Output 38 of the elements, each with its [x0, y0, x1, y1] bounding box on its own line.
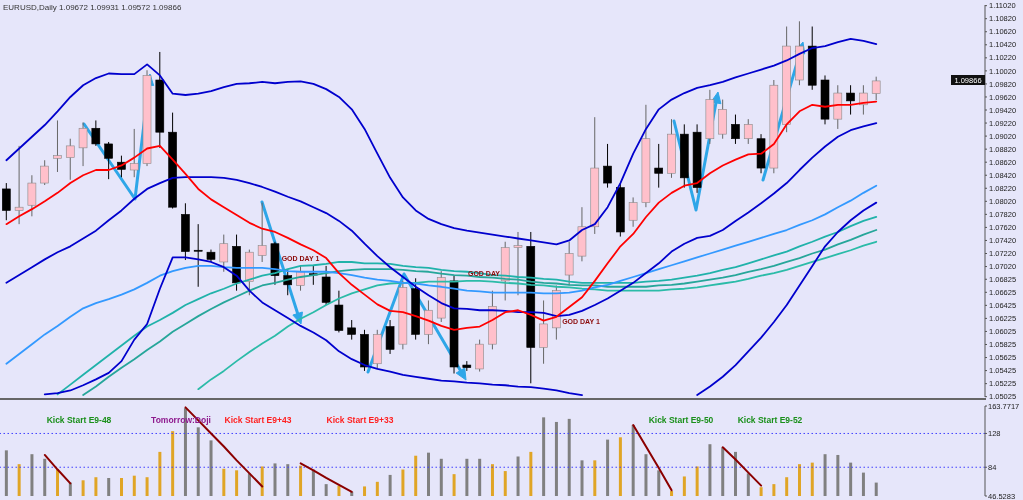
- candlestick: [513, 231, 523, 296]
- annotation: Kick Start E9+43: [224, 415, 292, 425]
- candlestick: [1, 182, 11, 221]
- candlestick: [628, 196, 638, 228]
- candlestick: [104, 141, 113, 180]
- annotation: Kick Start E9-52: [737, 415, 803, 425]
- candlestick: [654, 143, 664, 189]
- candlestick: [743, 118, 753, 145]
- candlestick: [385, 319, 395, 355]
- candlestick: [564, 241, 574, 286]
- candlestick: [871, 76, 881, 101]
- annotation: Kick Start E9+33: [326, 415, 394, 425]
- line-series: [299, 462, 353, 493]
- candlestick: [40, 159, 49, 186]
- candlestick: [731, 114, 740, 145]
- candlestick: [219, 234, 229, 273]
- candlestick: [129, 128, 139, 178]
- line-series: [5, 38, 878, 246]
- line-series: [721, 446, 763, 487]
- candlestick: [347, 319, 356, 341]
- line-series: [5, 122, 878, 318]
- candlestick: [91, 119, 101, 147]
- candlestick: [257, 202, 267, 263]
- candlestick: [14, 145, 24, 225]
- annotation: Kick Start E9-48: [46, 415, 112, 425]
- candlestick: [193, 223, 203, 288]
- candlestick: [846, 84, 855, 116]
- candlestick: [539, 299, 548, 365]
- line-series: [5, 184, 878, 365]
- candlestick: [603, 143, 612, 189]
- candlestick: [27, 174, 37, 217]
- line-series: [632, 424, 673, 492]
- candlestick: [65, 138, 75, 181]
- candlestick: [78, 121, 88, 167]
- annotation: Kick Start E9-50: [648, 415, 714, 425]
- candlestick: [53, 119, 62, 173]
- chart-title: EURUSD,Daily 1.09672 1.09931 1.09572 1.09866: [3, 3, 182, 12]
- line-series: [197, 240, 878, 391]
